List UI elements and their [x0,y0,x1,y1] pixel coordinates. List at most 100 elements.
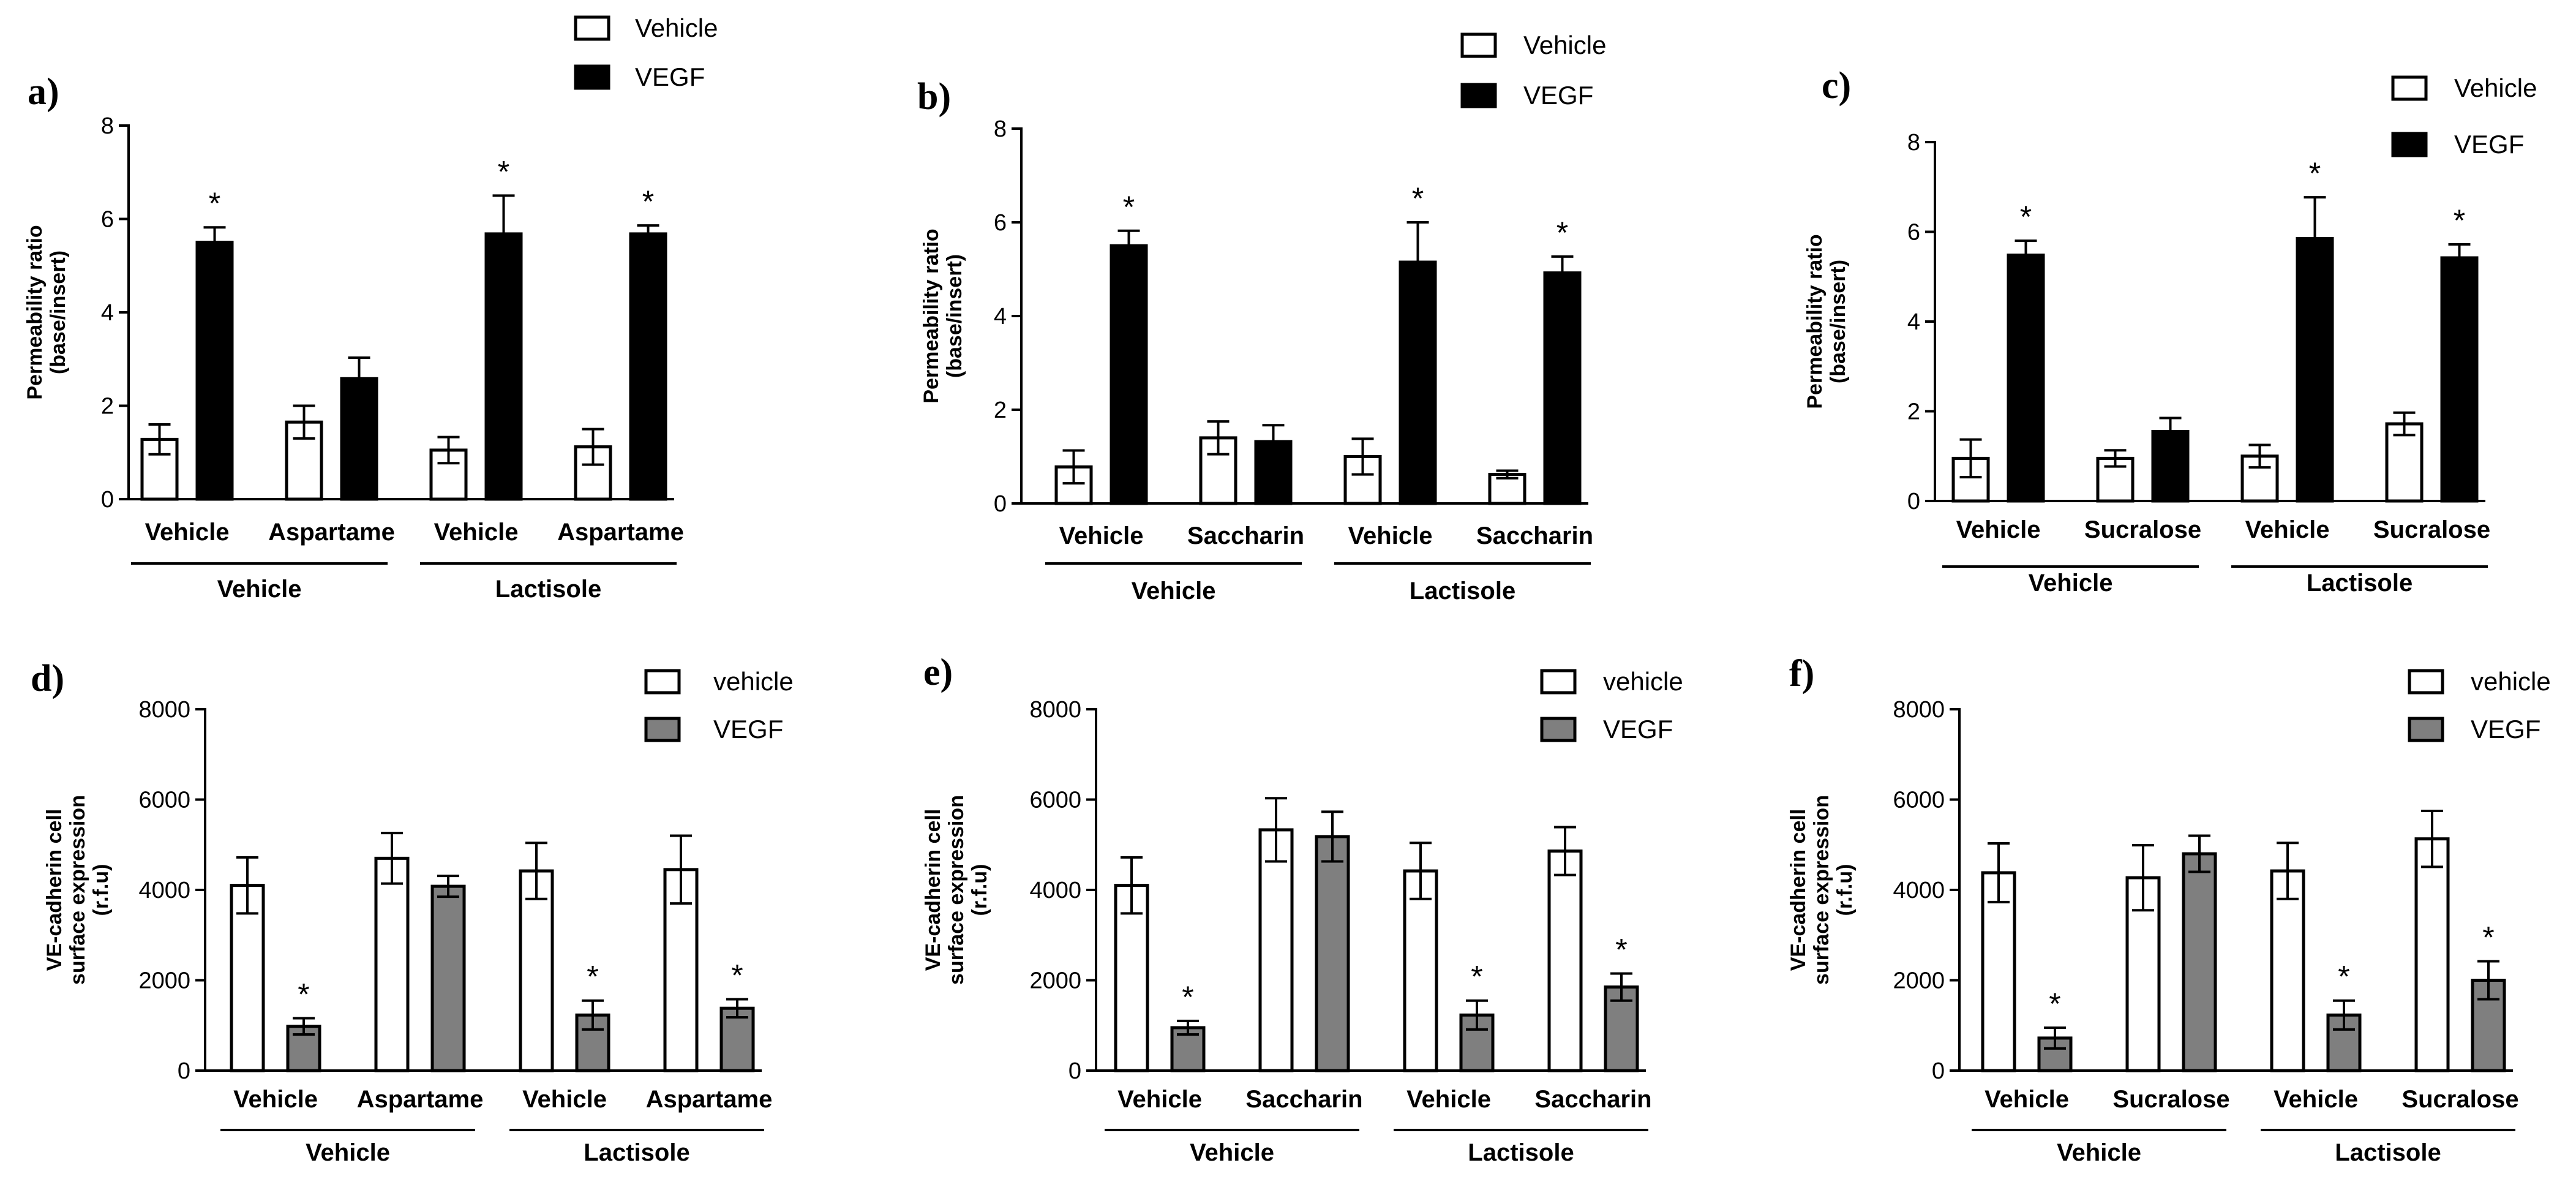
panel-letter: a) [28,71,59,113]
bar [2440,256,2479,503]
group-label: Lactisole [1468,1139,1574,1166]
y-tick-label: 0 [178,1058,190,1084]
y-axis-label: Permeability ratio [1803,234,1827,409]
y-tick-label: 8000 [138,697,190,723]
bar [430,884,466,1072]
y-tick-label: 2000 [1029,968,1081,994]
x-tick-label: Sucralose [2084,516,2201,543]
group-label: Vehicle [1132,578,1216,605]
panel-f: f) 0 2000 4000 6000 8000 VE-cadherin cell surfa… [1787,653,2551,1166]
bar [1315,835,1350,1072]
y-tick-label: 4 [994,304,1007,330]
panel-letter: e) [923,652,953,693]
bar [195,241,234,501]
y-tick-label: 6 [101,207,114,233]
significance-marker: * [2454,203,2465,238]
y-axis-label: surface expression [66,795,89,985]
significance-marker: * [587,960,598,994]
x-tick-label: Vehicle [434,519,519,546]
significance-marker: * [1123,190,1135,224]
x-tick-label: Aspartame [357,1086,484,1113]
group-label: Lactisole [2335,1139,2441,1166]
y-tick-label: 4 [1907,309,1920,335]
legend-swatch [1540,669,1577,695]
y-tick-label: 4000 [138,878,190,903]
x-tick-label: Aspartame [557,519,684,546]
legend-label: VEGF [635,62,705,91]
significance-marker: * [209,186,220,220]
bar [230,884,265,1072]
y-axis-label: (base/insert) [943,254,966,378]
y-tick-label: 8 [994,116,1007,142]
y-tick-label: 4000 [1893,878,1945,903]
significance-marker: * [2020,200,2032,234]
significance-marker: * [1615,932,1627,966]
y-tick-label: 0 [1907,489,1920,514]
bar [2182,852,2217,1072]
x-tick-label: Vehicle [1059,522,1144,549]
x-tick-label: Vehicle [233,1086,318,1113]
y-tick-label: 8000 [1029,697,1081,723]
legend-label: Vehicle [1523,31,1606,59]
x-tick-label: Sucralose [2112,1086,2229,1113]
y-axis-label: (r.f.u) [89,864,113,916]
legend-swatch [1460,83,1497,108]
bar [374,856,410,1072]
x-tick-label: Saccharin [1534,1086,1651,1113]
significance-marker: * [642,184,654,219]
y-tick-label: 8 [1907,130,1920,156]
y-axis-label: Permeability ratio [920,228,943,403]
y-tick-label: 8000 [1893,697,1945,723]
legend-swatch [2408,717,2444,742]
legend-swatch [2391,75,2428,101]
legend-swatch [1540,717,1577,742]
panel-letter: c) [1822,65,1851,107]
significance-marker: * [498,154,509,189]
y-tick-label: 2 [101,394,114,420]
significance-marker: * [2309,156,2321,190]
x-tick-label: Vehicle [2274,1086,2358,1113]
y-axis-label: surface expression [945,795,968,985]
group-label: Vehicle [2057,1139,2141,1166]
panel-b: b) 0 2 4 6 8 Permeability ratio (base/insert) * V… [917,31,1606,605]
bar [519,869,554,1072]
x-tick-label: Sucralose [2373,516,2490,543]
panel-a: a) 0 2 4 6 8 Permeability ratio (base/insert) * V… [23,13,718,603]
bar [2414,837,2450,1072]
y-tick-label: 2000 [138,968,190,994]
group-label: Vehicle [2029,570,2113,597]
y-tick-label: 6000 [1029,788,1081,813]
legend-label: VEGF [2471,715,2540,744]
y-axis-label: VE-cadherin cell [922,809,945,971]
x-tick-label: Vehicle [1956,516,2041,543]
bar [1258,828,1294,1072]
bar [629,232,667,501]
panel-letter: d) [31,658,64,699]
x-tick-label: Vehicle [522,1086,607,1113]
panel-letter: f) [1789,653,1814,695]
y-axis-label: (r.f.u) [1833,864,1857,916]
y-axis-label: VE-cadherin cell [43,809,66,971]
y-tick-label: 0 [994,491,1007,517]
bar [1543,271,1582,505]
group-label: Lactisole [495,576,601,603]
y-tick-label: 0 [1932,1058,1945,1084]
x-tick-label: Vehicle [2245,516,2330,543]
y-tick-label: 6000 [1893,788,1945,813]
x-tick-label: Aspartame [268,519,395,546]
x-tick-label: Vehicle [1348,522,1433,549]
legend-label: vehicle [713,667,794,696]
y-tick-label: 8 [101,113,114,139]
bar [2007,254,2045,503]
legend-swatch [574,64,610,90]
x-tick-label: Saccharin [1187,522,1304,549]
y-axis-label: (base/insert) [47,250,70,374]
y-tick-label: 4 [101,300,114,326]
legend-swatch [2391,132,2428,157]
legend-label: vehicle [2471,667,2551,696]
y-tick-label: 4000 [1029,878,1081,903]
x-tick-label: Aspartame [646,1086,773,1113]
significance-marker: * [1182,980,1193,1014]
bar [719,1006,755,1072]
significance-marker: * [2338,960,2349,994]
